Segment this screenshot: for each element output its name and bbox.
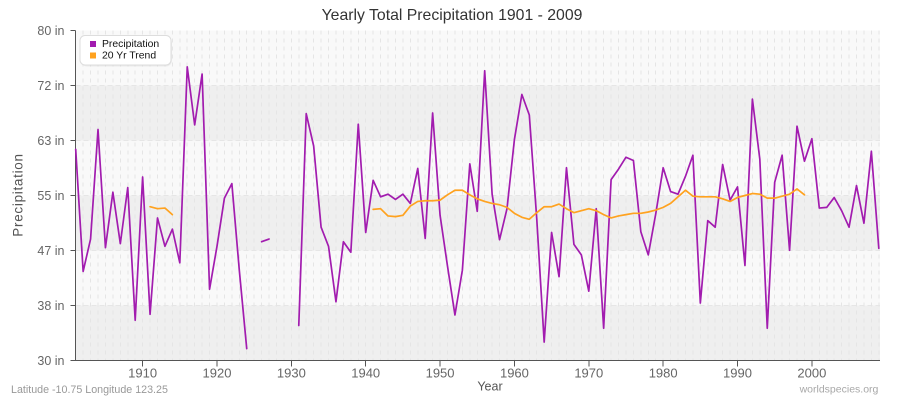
svg-text:1920: 1920 [203,366,232,381]
svg-text:Precipitation: Precipitation [11,153,26,236]
svg-text:1990: 1990 [723,366,752,381]
svg-text:38 in: 38 in [37,299,64,313]
svg-text:worldspecies.org: worldspecies.org [799,384,879,396]
svg-text:55 in: 55 in [37,189,64,203]
svg-text:72 in: 72 in [37,79,64,93]
svg-text:Precipitation: Precipitation [102,39,159,50]
svg-text:1950: 1950 [426,366,455,381]
svg-text:1910: 1910 [128,366,157,381]
svg-text:1940: 1940 [351,366,380,381]
svg-text:1970: 1970 [574,366,603,381]
svg-text:47 in: 47 in [37,244,64,258]
svg-text:Latitude -10.75 Longitude 123.: Latitude -10.75 Longitude 123.25 [11,384,168,396]
svg-text:30 in: 30 in [37,354,64,368]
svg-text:1960: 1960 [500,366,529,381]
svg-text:2000: 2000 [797,366,826,381]
svg-text:1930: 1930 [277,366,306,381]
svg-text:Year: Year [477,380,502,394]
svg-text:1980: 1980 [649,366,678,381]
svg-text:Yearly Total Precipitation 190: Yearly Total Precipitation 1901 - 2009 [322,7,583,24]
svg-text:80 in: 80 in [37,24,64,38]
svg-text:63 in: 63 in [37,134,64,148]
svg-text:20 Yr Trend: 20 Yr Trend [102,51,156,62]
